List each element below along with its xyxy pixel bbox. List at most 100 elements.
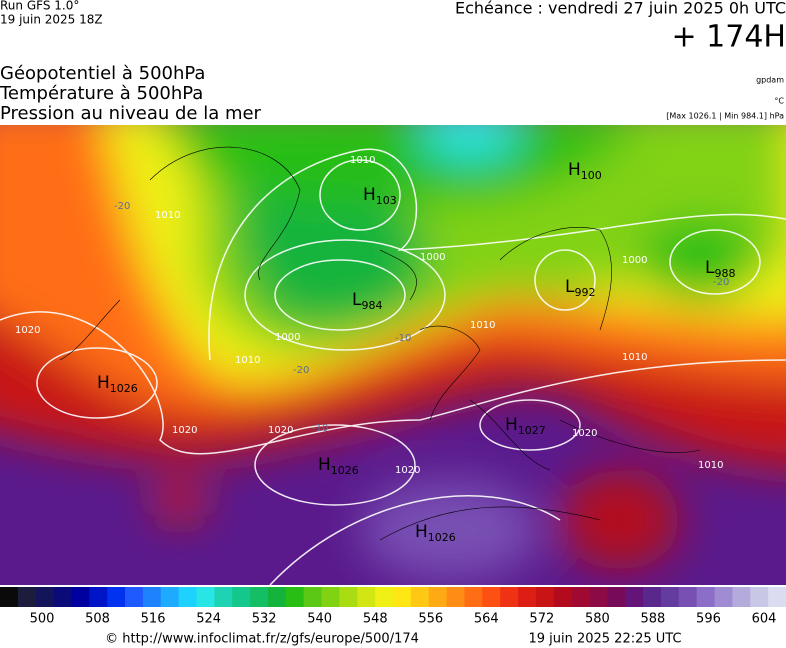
colorbar-swatch xyxy=(643,587,662,607)
colorbar-swatch xyxy=(446,587,465,607)
isobar-label: 1010 xyxy=(622,352,647,363)
isobar-label: 1010 xyxy=(470,320,495,331)
isobar-label: 1020 xyxy=(15,325,40,336)
colorbar-swatch xyxy=(553,587,573,607)
colorbar-swatch xyxy=(625,587,644,607)
colorbar-swatch xyxy=(285,587,305,607)
center-value: 1027 xyxy=(518,424,546,437)
colorbar-swatch xyxy=(571,587,590,607)
pressure-center: H103 xyxy=(363,185,397,207)
colorbar-label: 532 xyxy=(252,612,277,627)
unit: °C xyxy=(774,97,784,106)
colorbar-label: 604 xyxy=(752,612,777,627)
colorbar-swatch xyxy=(607,587,626,607)
pressure-center: L984 xyxy=(352,290,382,312)
colorbar-swatch xyxy=(660,587,680,607)
pressure-center: H100 xyxy=(568,160,602,182)
colorbar-swatch xyxy=(500,587,519,607)
colorbar-swatch xyxy=(410,587,430,607)
isobar-label: 1010 xyxy=(235,355,260,366)
colorbar-label: 548 xyxy=(363,612,388,627)
colorbar-swatch xyxy=(464,587,483,607)
colorbar-swatch xyxy=(160,587,180,607)
footer-date: 19 juin 2025 22:25 UTC xyxy=(528,632,681,647)
colorbar-label: 564 xyxy=(474,612,499,627)
colorbar-label: 540 xyxy=(307,612,332,627)
lead-time: + 174H xyxy=(672,20,786,55)
pressure-center: L992 xyxy=(565,277,595,299)
center-value: 103 xyxy=(376,194,397,207)
pressure-center: H1026 xyxy=(97,373,138,395)
footer-url: © http://www.infoclimat.fr/z/gfs/europe/… xyxy=(105,632,419,647)
run-date: 19 juin 2025 18Z xyxy=(0,13,103,27)
field: Géopotentiel à 500hPa xyxy=(0,63,205,84)
colorbar-swatch xyxy=(89,587,108,607)
isobar-label: 1020 xyxy=(268,425,293,436)
center-kind: H xyxy=(363,185,376,205)
colorbar-swatch xyxy=(214,587,233,607)
colorbar-swatch xyxy=(589,587,608,607)
isobar-label: 1010 xyxy=(698,460,723,471)
colorbar-swatch xyxy=(482,587,501,607)
center-value: 1026 xyxy=(428,531,456,544)
colorbar-swatch xyxy=(107,587,126,607)
isobar-label: 1000 xyxy=(622,255,647,266)
pressure-center: H1026 xyxy=(415,522,456,544)
colorbar-swatch xyxy=(125,587,144,607)
colorbar-label: 572 xyxy=(529,612,554,627)
colorbar-swatch xyxy=(17,587,37,607)
colorbar-swatch xyxy=(393,587,412,607)
center-kind: H xyxy=(97,373,110,393)
colorbar-label: 596 xyxy=(696,612,721,627)
colorbar-swatch xyxy=(71,587,90,607)
colorbar-swatch xyxy=(250,587,269,607)
center-value: 992 xyxy=(574,286,595,299)
field: Température à 500hPa xyxy=(0,83,203,104)
colorbar-swatch xyxy=(750,587,769,607)
colorbar-swatch xyxy=(196,587,215,607)
temperature-label: -10 xyxy=(395,333,411,344)
colorbar-swatch xyxy=(678,587,698,607)
isobar-label: 1020 xyxy=(572,428,597,439)
colorbar-swatch xyxy=(714,587,733,607)
center-kind: H xyxy=(505,415,518,435)
colorbar-swatch xyxy=(178,587,197,607)
colorbar-swatch xyxy=(732,587,751,607)
valid-time: Echéance : vendredi 27 juin 2025 0h UTC xyxy=(455,0,786,18)
center-value: 1026 xyxy=(331,464,359,477)
colorbar-swatch xyxy=(35,587,55,607)
colorbar-label: 580 xyxy=(585,612,610,627)
unit: gpdam xyxy=(756,76,784,85)
field: Pression au niveau de la mer xyxy=(0,103,262,124)
colorbar-swatch xyxy=(142,587,162,607)
colorbar-swatch xyxy=(357,587,376,607)
colorbar-swatch xyxy=(375,587,394,607)
pressure-center: H1027 xyxy=(505,415,546,437)
pressure-center: H1026 xyxy=(318,455,359,477)
center-kind: L xyxy=(705,258,715,278)
center-kind: H xyxy=(415,522,428,542)
colorbar-swatch xyxy=(518,587,537,607)
center-value: 100 xyxy=(581,169,602,182)
isobar-label: 1020 xyxy=(395,465,420,476)
temperature-label: -20 xyxy=(293,365,309,376)
colorbar-swatch xyxy=(303,587,323,607)
temperature-label: -20 xyxy=(713,277,729,288)
center-kind: H xyxy=(318,455,331,475)
isobar-label: 1000 xyxy=(420,252,445,263)
center-kind: L xyxy=(565,277,575,297)
isobar-label: 1020 xyxy=(172,425,197,436)
colorbar-swatch xyxy=(535,587,555,607)
temperature-label: -20 xyxy=(114,201,130,212)
colorbar-label: 508 xyxy=(85,612,110,627)
center-kind: H xyxy=(568,160,581,180)
center-value: 988 xyxy=(714,267,735,280)
colorbar-label: 556 xyxy=(418,612,443,627)
colorbar-swatch xyxy=(267,587,287,607)
map xyxy=(0,125,786,585)
colorbar-swatch xyxy=(53,587,72,607)
colorbar-swatch xyxy=(339,587,358,607)
colorbar-label: 500 xyxy=(30,612,55,627)
